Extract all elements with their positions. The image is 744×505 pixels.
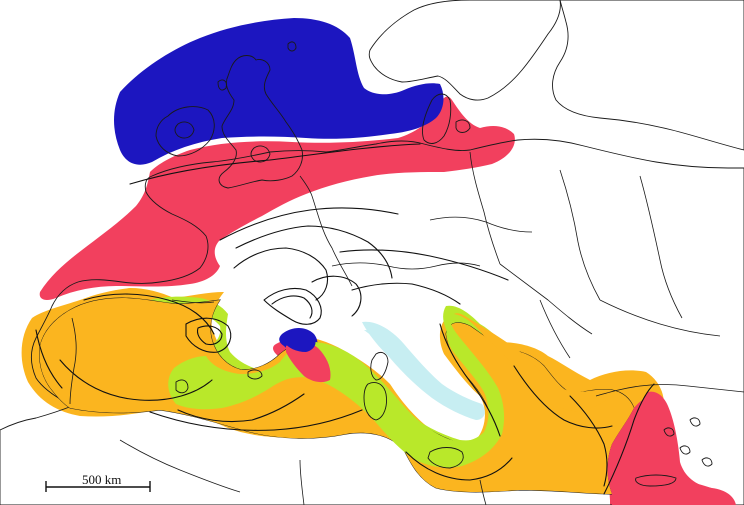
zone-light-blue-sea bbox=[364, 330, 478, 413]
zone-red-tyrrhenian bbox=[286, 341, 331, 383]
border-france-germany bbox=[311, 195, 353, 287]
zone-blue bbox=[114, 18, 444, 165]
border-north-africa-b bbox=[299, 459, 305, 505]
island-cyprus-dots bbox=[689, 417, 701, 427]
isoline-iberia-b bbox=[59, 359, 213, 401]
border-balkans-b bbox=[539, 299, 571, 359]
landmass-continental-europe bbox=[0, 138, 744, 505]
border-czech bbox=[429, 216, 533, 233]
island-hebrides bbox=[217, 79, 227, 91]
border-balkans-a bbox=[499, 263, 593, 335]
zone-red bbox=[39, 96, 515, 300]
border-east-c bbox=[599, 299, 721, 337]
border-benelux bbox=[299, 175, 313, 197]
isoline-east-a bbox=[339, 249, 509, 281]
isoline-france-b bbox=[235, 225, 393, 279]
landmass-great-britain bbox=[218, 55, 303, 189]
isoline-balkans bbox=[569, 395, 608, 487]
border-north-africa-c bbox=[479, 479, 487, 505]
isoline-france-c bbox=[233, 247, 329, 301]
zone-red-aegean-sea bbox=[607, 397, 736, 505]
isoline-mediterranean bbox=[149, 409, 363, 431]
zone-overlay-layer bbox=[39, 298, 736, 505]
border-spain-france bbox=[171, 299, 215, 304]
island-balearic bbox=[247, 369, 263, 380]
isoline-alps-loop-b bbox=[271, 295, 313, 319]
isoline-italy-a bbox=[439, 323, 501, 437]
island-sicily bbox=[427, 447, 464, 469]
highland-wales bbox=[250, 145, 271, 163]
island-aegean-b bbox=[679, 445, 691, 455]
border-alps bbox=[331, 262, 481, 270]
isoline-pyrenees-a bbox=[185, 317, 232, 353]
border-north-africa-a bbox=[119, 439, 241, 493]
isoline-alps-loop-a bbox=[263, 287, 322, 325]
lake-ireland bbox=[174, 121, 195, 139]
lake-iberia bbox=[175, 379, 189, 394]
island-corsica bbox=[370, 351, 389, 381]
landmass-denmark bbox=[421, 93, 452, 144]
islands-layer bbox=[217, 79, 713, 487]
borders-layer bbox=[69, 151, 744, 505]
border-east-b bbox=[639, 175, 683, 319]
landmass-finland bbox=[552, 0, 744, 151]
zone-green-sea bbox=[168, 322, 505, 468]
landmass-ireland bbox=[155, 106, 215, 157]
border-turkey bbox=[595, 384, 744, 397]
island-crete bbox=[635, 474, 677, 487]
landmass-shetland bbox=[287, 41, 297, 52]
isoline-pyrenees-b bbox=[196, 325, 223, 346]
interior-features bbox=[174, 121, 271, 394]
isoline-alps-loop-c bbox=[311, 275, 362, 317]
isoline-france-a bbox=[219, 207, 399, 241]
landmass-scandinavia bbox=[368, 0, 561, 101]
scale-bar-label: 500 km bbox=[82, 472, 121, 487]
border-east-a bbox=[559, 169, 601, 301]
zone-orange-adriatic bbox=[454, 313, 610, 412]
island-aegean-a bbox=[663, 427, 675, 437]
zone-blue-tyrrhenian-sea bbox=[284, 330, 316, 352]
isoline-iberia-c bbox=[35, 329, 63, 389]
island-aegean-c bbox=[701, 457, 713, 467]
isolines-layer bbox=[35, 143, 655, 495]
isoline-aegean bbox=[603, 383, 655, 495]
isoline-northsea bbox=[129, 143, 421, 185]
border-spain-portugal bbox=[69, 317, 77, 405]
island-sardinia bbox=[363, 382, 387, 421]
isoline-italy-b bbox=[405, 451, 513, 481]
island-zealand bbox=[455, 119, 471, 133]
isoline-east-b bbox=[351, 282, 461, 305]
isoline-green-south bbox=[177, 393, 305, 423]
isoline-iberia-a bbox=[83, 293, 215, 335]
border-germany-poland bbox=[469, 151, 501, 265]
isoline-adriatic bbox=[513, 365, 613, 429]
scale-bar: 500 km bbox=[45, 472, 151, 492]
